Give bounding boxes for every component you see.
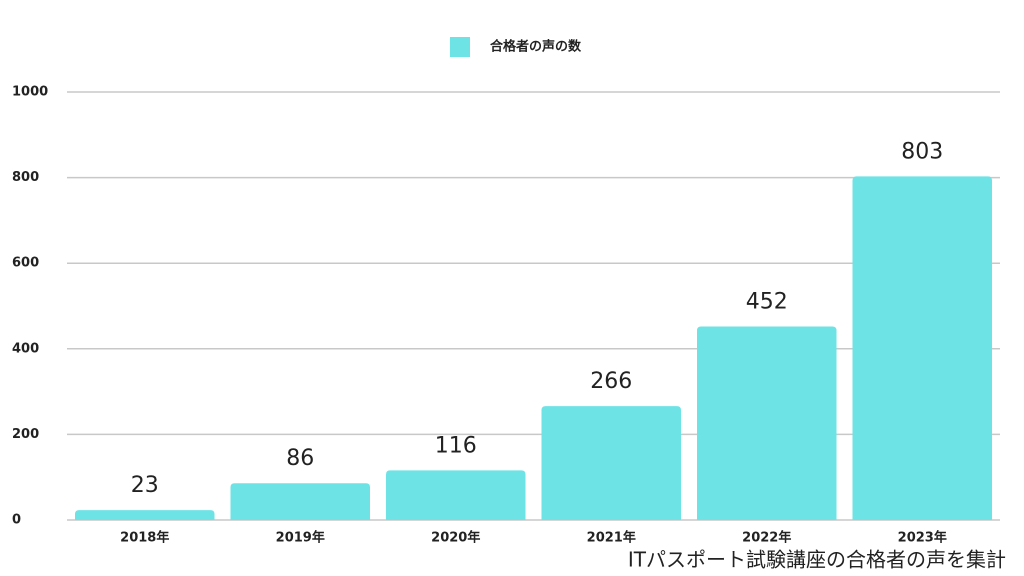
value-label: 803 (901, 139, 943, 164)
y-tick-label: 200 (12, 427, 39, 442)
bar (75, 510, 215, 520)
legend-label: 合格者の声の数 (490, 39, 582, 55)
x-tick-label: 2022年 (742, 530, 791, 546)
y-tick-label: 800 (12, 170, 39, 185)
x-tick-label: 2019年 (276, 530, 325, 546)
bar (541, 406, 681, 520)
value-label: 116 (435, 433, 477, 458)
x-tick-label: 2018年 (120, 530, 169, 546)
legend-swatch (450, 37, 470, 57)
value-label: 86 (286, 446, 314, 471)
annotation: ITパスポート試験講座の合格者の声を集計 (628, 548, 1006, 572)
bar (852, 176, 992, 521)
y-tick-label: 0 (12, 513, 21, 528)
y-tick-label: 400 (12, 341, 39, 356)
x-tick-label: 2021年 (587, 530, 636, 546)
bar (230, 483, 370, 520)
y-tick-label: 600 (12, 256, 39, 271)
bar (386, 470, 526, 520)
x-tick-label: 2020年 (431, 530, 480, 546)
value-label: 266 (590, 369, 632, 394)
y-tick-label: 1000 (12, 85, 48, 100)
value-label: 452 (746, 290, 788, 315)
x-tick-label: 2023年 (898, 530, 947, 546)
bar (697, 326, 837, 520)
value-label: 23 (131, 473, 159, 498)
